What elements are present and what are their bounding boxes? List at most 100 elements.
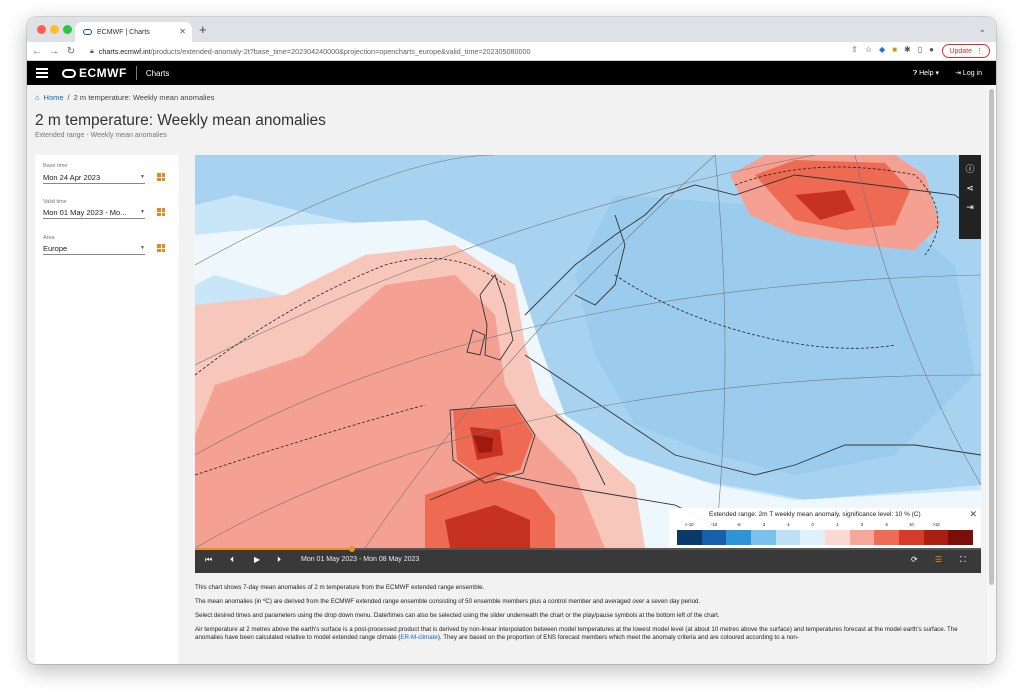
caret-down-icon: ▼ — [140, 174, 145, 180]
caret-down-icon: ▼ — [140, 209, 145, 215]
legend-swatch — [899, 530, 924, 545]
ecmwf-logo[interactable]: ECMWF — [62, 66, 127, 80]
tab-strip: ECMWF | Charts ✕ + ⌄ — [27, 17, 996, 42]
step-back-icon[interactable]: ⏴ — [230, 555, 234, 564]
legend-swatch — [726, 530, 752, 545]
legend-swatch — [775, 530, 801, 545]
description-paragraph: This chart shows 7-day mean anomalies of… — [195, 584, 485, 591]
breadcrumb-home[interactable]: Home — [43, 93, 64, 102]
close-window-icon[interactable] — [37, 25, 46, 34]
new-tab-icon[interactable]: + — [199, 22, 207, 37]
page-subtitle: Extended range - Weekly mean anomalies — [35, 132, 167, 139]
legend-swatch — [849, 530, 875, 545]
ecmwf-logo-mark-icon — [62, 68, 76, 78]
description-paragraph: Select desired times and parameters usin… — [195, 612, 720, 620]
scrollbar-thumb[interactable] — [989, 89, 994, 585]
step-forward-icon[interactable]: ⏵ — [277, 555, 281, 564]
close-tab-icon[interactable]: ✕ — [179, 27, 186, 36]
grid-view-icon[interactable] — [157, 173, 165, 181]
update-label: Update — [949, 47, 972, 55]
legend-swatch — [948, 530, 974, 545]
lock-icon[interactable]: 🔒︎ — [90, 47, 94, 55]
more-menu-icon: ⋮ — [976, 48, 983, 55]
extension-icons: ⇪ ☆ ◆ ■ ✱ ▯ ● — [851, 45, 934, 54]
legend-swatch — [751, 530, 776, 545]
share-icon[interactable]: ⋖ — [966, 183, 974, 193]
base-time-value: Mon 24 Apr 2023 — [43, 172, 101, 182]
info-icon[interactable]: ⓘ — [965, 164, 975, 174]
area-select[interactable]: Europe ▼ — [43, 242, 145, 255]
url-host: charts.ecmwf.int — [98, 47, 151, 56]
slider-handle[interactable] — [349, 546, 356, 552]
reload-icon[interactable]: ↻ — [66, 45, 76, 57]
legend-color-bar — [677, 530, 974, 545]
maximize-window-icon[interactable] — [63, 25, 72, 34]
fullscreen-icon[interactable]: ⛶ — [960, 555, 966, 564]
anomaly-map[interactable]: ⓘ ⋖ ⇥ Extended range: 2m T weekly mean a… — [195, 155, 981, 548]
home-icon[interactable]: ⌂ — [35, 93, 40, 102]
ecmwf-favicon-icon — [83, 29, 92, 35]
skip-to-start-icon[interactable]: ⏮ — [205, 555, 213, 564]
browser-window: ECMWF | Charts ✕ + ⌄ ← → ↻ 🔒︎ charts.ecm… — [27, 17, 996, 664]
legend-tick-label: 1 — [836, 522, 839, 527]
bookmark-star-icon[interactable]: ☆ — [864, 45, 873, 54]
description-paragraph: The mean anomalies (in ºC) are derived f… — [195, 598, 701, 606]
base-time-label: Base time — [43, 163, 68, 169]
forward-icon[interactable]: → — [49, 45, 59, 57]
legend-tick-label: <-10 — [684, 522, 694, 527]
logo-text: ECMWF — [79, 66, 127, 80]
loop-icon[interactable]: ⟳ — [911, 555, 918, 564]
hamburger-menu-icon[interactable] — [36, 66, 48, 80]
section-title[interactable]: Charts — [145, 68, 170, 78]
date-range: Mon 01 May 2023 - Mon 08 May 2023 — [301, 556, 420, 563]
extension-icon[interactable]: ◆ — [879, 45, 886, 54]
legend-title: Extended range: 2m T weekly mean anomaly… — [709, 511, 921, 518]
legend-swatch — [825, 530, 850, 545]
login-label: Log in — [962, 70, 982, 77]
play-icon[interactable]: ▶ — [254, 555, 261, 564]
controls-panel: Base time Mon 24 Apr 2023 ▼ Valid time M… — [35, 155, 179, 664]
password-lock-icon[interactable]: ■ — [892, 45, 898, 54]
close-legend-icon[interactable]: ✕ — [969, 509, 977, 519]
area-value: Europe — [43, 243, 68, 253]
valid-time-select[interactable]: Mon 01 May 2023 - Mo... ▼ — [43, 206, 145, 219]
breadcrumb: ⌂ Home / 2 m temperature: Weekly mean an… — [35, 93, 214, 102]
header-divider — [135, 66, 137, 80]
browser-tab[interactable]: ECMWF | Charts ✕ — [75, 22, 192, 42]
breadcrumb-current: 2 m temperature: Weekly mean anomalies — [73, 93, 215, 102]
chart-description: This chart shows 7-day mean anomalies of… — [195, 584, 975, 648]
time-player: ⏮ ⏴ ▶ ⏵ Mon 01 May 2023 - Mon 08 May 202… — [195, 546, 981, 573]
layers-icon[interactable]: ☰ — [935, 555, 943, 564]
grid-view-icon[interactable] — [157, 244, 165, 252]
url-path: /products/extended-anomaly-2t?base_time=… — [150, 47, 531, 56]
legend-ticks: <-10 -10 -6 -3 -1 0 1 3 6 10 >10 — [677, 522, 973, 528]
er-m-climate-link[interactable]: ER-M-climate — [400, 634, 438, 642]
puzzle-extensions-icon[interactable]: ✱ — [904, 45, 911, 54]
side-panel-icon[interactable]: ▯ — [917, 45, 923, 54]
valid-time-value: Mon 01 May 2023 - Mo... — [43, 207, 127, 217]
map-legend: Extended range: 2m T weekly mean anomaly… — [669, 508, 981, 548]
login-link[interactable]: ⇥ Log in — [955, 70, 982, 77]
legend-tick-label: >10 — [932, 522, 940, 527]
minimize-window-icon[interactable] — [50, 25, 59, 34]
description-paragraph: Air temperature at 2 metres above the ea… — [195, 626, 975, 642]
browser-toolbar: ← → ↻ 🔒︎ charts.ecmwf.int /products/exte… — [27, 42, 996, 61]
page-scrollbar[interactable] — [987, 85, 996, 664]
time-slider[interactable] — [195, 546, 981, 552]
export-icon[interactable]: ⇥ — [966, 202, 974, 212]
description-text: ). They are based on the proportion of E… — [437, 634, 799, 642]
area-label: Area — [43, 235, 55, 241]
legend-tick-label: 6 — [885, 522, 888, 527]
legend-tick-label: -10 — [710, 522, 718, 527]
profile-avatar-icon[interactable]: ● — [929, 45, 934, 54]
base-time-select[interactable]: Mon 24 Apr 2023 ▼ — [43, 171, 145, 184]
back-icon[interactable]: ← — [32, 45, 42, 57]
legend-swatch — [701, 530, 727, 545]
update-button[interactable]: Update ⋮ — [942, 44, 990, 58]
grid-view-icon[interactable] — [157, 208, 165, 216]
address-bar[interactable]: 🔒︎ charts.ecmwf.int /products/extended-a… — [90, 45, 870, 58]
legend-swatch — [874, 530, 900, 545]
tab-search-chevron-icon[interactable]: ⌄ — [978, 24, 986, 34]
help-menu[interactable]: ❓︎ Help ▾ — [912, 70, 939, 77]
share-page-icon[interactable]: ⇪ — [851, 45, 858, 54]
